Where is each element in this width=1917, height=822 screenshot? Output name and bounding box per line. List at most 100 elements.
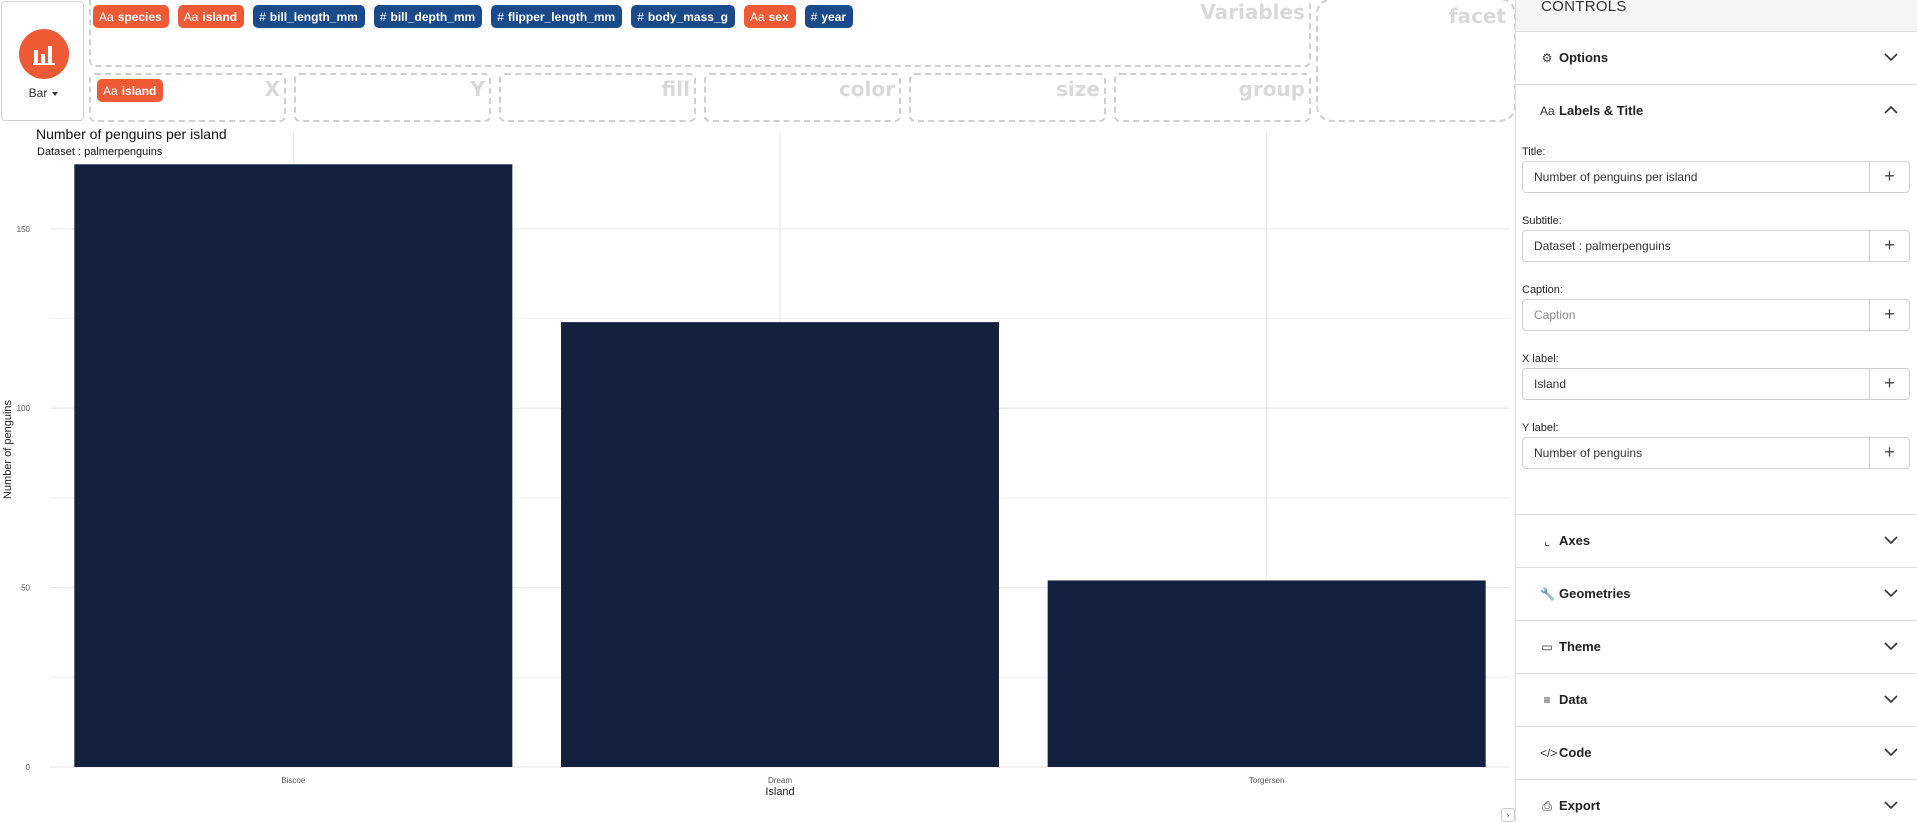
chevron-down-icon[interactable] bbox=[1883, 744, 1899, 765]
variable-chip-year[interactable]: # year bbox=[804, 5, 854, 28]
variable-chip-bill-length-mm[interactable]: # bill_length_mm bbox=[253, 5, 365, 28]
code-icon: </> bbox=[1540, 746, 1558, 760]
chevron-down-icon[interactable] bbox=[1883, 638, 1899, 659]
dropzone-label: Variables bbox=[1200, 0, 1305, 24]
x-tick-label: Dream bbox=[768, 776, 792, 785]
label-field: Subtitle: Dataset : palmerpenguins + bbox=[1522, 206, 1910, 275]
dropzone-label: Y bbox=[470, 77, 485, 101]
label-input[interactable]: Caption bbox=[1522, 299, 1870, 331]
caret-down-icon bbox=[52, 91, 59, 96]
bar-torgersen bbox=[1047, 580, 1486, 767]
dropzone-label: color bbox=[838, 77, 895, 101]
variable-chip-island[interactable]: Aa island bbox=[177, 5, 245, 28]
chip-label: species bbox=[117, 9, 162, 24]
section-options-title[interactable]: Options bbox=[1559, 50, 1609, 65]
dropzone-label: facet bbox=[1448, 4, 1506, 28]
variable-chip-species[interactable]: Aa species bbox=[93, 5, 169, 28]
facet-dropzone[interactable]: facet bbox=[1316, 0, 1516, 122]
text-icon: Aa bbox=[1540, 104, 1555, 118]
section-code-title[interactable]: Code bbox=[1559, 745, 1592, 760]
chip-label: island bbox=[202, 9, 238, 24]
chip-label: island bbox=[121, 83, 157, 98]
section-data: ≡ Data bbox=[1516, 674, 1917, 727]
variable-chip-bill-depth-mm[interactable]: # bill_depth_mm bbox=[373, 5, 483, 28]
y-tick-label: 150 bbox=[17, 225, 31, 234]
field-label: Caption: bbox=[1522, 284, 1563, 296]
chevron-down-icon[interactable] bbox=[1883, 49, 1899, 70]
chip-label: year bbox=[821, 9, 847, 24]
chevron-down-icon[interactable] bbox=[1883, 532, 1899, 553]
section-geometries: 🔧 Geometries bbox=[1516, 568, 1917, 621]
chevron-up-icon[interactable] bbox=[1883, 102, 1899, 123]
label-input[interactable]: Island bbox=[1522, 368, 1870, 400]
wrench-icon: 🔧 bbox=[1540, 587, 1555, 601]
x-variable-chip[interactable]: Aa island bbox=[97, 79, 164, 102]
field-label: X label: bbox=[1522, 353, 1559, 365]
categorical-type-icon: Aa bbox=[749, 9, 765, 24]
y-tick-label: 0 bbox=[26, 763, 31, 772]
axes-icon: ⌞ bbox=[1544, 534, 1550, 548]
geom-selector[interactable]: Bar bbox=[1, 1, 84, 121]
bar-chart: 0 50 100 150 Biscoe Dream Torgersen Island Numbe… bbox=[2, 132, 1510, 798]
dropzone-label: fill bbox=[661, 77, 690, 101]
variables-dropzone[interactable]: Variables bbox=[89, 0, 1311, 67]
dropzone-label: size bbox=[1056, 77, 1100, 101]
section-labels-title[interactable]: Labels & Title bbox=[1559, 103, 1644, 118]
numeric-type-icon: # bbox=[810, 9, 818, 24]
plot-area: 0 50 100 150 Biscoe Dream Torgersen Island Numbe… bbox=[0, 122, 1510, 822]
add-button[interactable]: + bbox=[1869, 161, 1910, 193]
variable-chip-body-mass-g[interactable]: # body_mass_g bbox=[631, 5, 735, 28]
label-input[interactable]: Number of penguins per island bbox=[1522, 161, 1870, 193]
y-dropzone[interactable]: Y bbox=[294, 73, 491, 122]
controls-panel: CONTROLS ⚙ Options Aa Labels & Title Title: N… bbox=[1515, 0, 1917, 822]
chip-label: flipper_length_mm bbox=[507, 9, 616, 24]
chip-label: sex bbox=[768, 9, 789, 24]
section-axes: ⌞ Axes bbox=[1516, 515, 1917, 568]
paint-roller-icon: ▭ bbox=[1541, 640, 1553, 654]
field-label: Title: bbox=[1522, 146, 1546, 158]
labels-form: Title: Number of penguins per island + Subt… bbox=[1522, 137, 1910, 482]
add-button[interactable]: + bbox=[1869, 437, 1910, 469]
label-field: Caption: Caption + bbox=[1522, 275, 1910, 344]
collapse-panel-button[interactable]: › bbox=[1501, 808, 1515, 822]
group-dropzone[interactable]: group bbox=[1114, 73, 1311, 122]
section-geometries-title[interactable]: Geometries bbox=[1559, 586, 1631, 601]
x-dropzone[interactable]: X bbox=[89, 73, 286, 122]
color-dropzone[interactable]: color bbox=[704, 73, 901, 122]
chart-title: Number of penguins per island bbox=[36, 126, 227, 142]
numeric-type-icon: # bbox=[497, 9, 504, 24]
chevron-down-icon[interactable] bbox=[1883, 797, 1899, 818]
gear-icon: ⚙ bbox=[1541, 51, 1553, 65]
add-button[interactable]: + bbox=[1869, 299, 1910, 331]
dropzone-label: X bbox=[264, 77, 280, 101]
section-labels: Aa Labels & Title Title: Number of penguins… bbox=[1516, 85, 1917, 515]
chip-label: bill_length_mm bbox=[269, 9, 358, 24]
field-label: Y label: bbox=[1522, 422, 1559, 434]
categorical-type-icon: Aa bbox=[103, 83, 118, 98]
categorical-type-icon: Aa bbox=[99, 9, 114, 24]
section-options: ⚙ Options bbox=[1516, 32, 1917, 85]
sliders-icon: ≡ bbox=[1543, 693, 1551, 707]
x-tick-label: Biscoe bbox=[281, 776, 306, 785]
bar-chart-icon bbox=[19, 29, 69, 79]
section-export-title[interactable]: Export bbox=[1559, 798, 1601, 813]
variable-chip-sex[interactable]: Aa sex bbox=[743, 5, 796, 28]
y-axis-label: Number of penguins bbox=[2, 399, 14, 499]
chevron-down-icon[interactable] bbox=[1883, 691, 1899, 712]
chip-label: body_mass_g bbox=[647, 9, 728, 24]
section-axes-title[interactable]: Axes bbox=[1559, 533, 1591, 548]
add-button[interactable]: + bbox=[1869, 368, 1910, 400]
y-tick-label: 50 bbox=[21, 584, 30, 593]
size-dropzone[interactable]: size bbox=[909, 73, 1106, 122]
section-theme-title[interactable]: Theme bbox=[1559, 639, 1601, 654]
label-field: X label: Island + bbox=[1522, 344, 1910, 413]
section-data-title[interactable]: Data bbox=[1559, 692, 1588, 707]
label-input[interactable]: Number of penguins bbox=[1522, 437, 1870, 469]
label-input[interactable]: Dataset : palmerpenguins bbox=[1522, 230, 1870, 262]
variable-chip-flipper-length-mm[interactable]: # flipper_length_mm bbox=[491, 5, 623, 28]
chip-label: bill_depth_mm bbox=[390, 9, 476, 24]
chevron-down-icon[interactable] bbox=[1883, 585, 1899, 606]
geom-label: Bar bbox=[2, 86, 85, 100]
add-button[interactable]: + bbox=[1869, 230, 1910, 262]
fill-dropzone[interactable]: fill bbox=[499, 73, 696, 122]
